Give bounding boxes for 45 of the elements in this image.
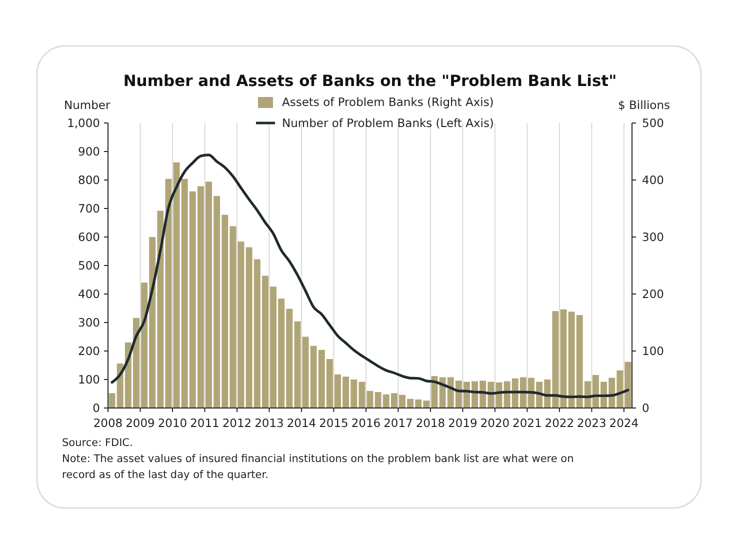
x-tick-label: 2015 bbox=[319, 416, 348, 430]
x-tick-label: 2020 bbox=[480, 416, 510, 430]
x-tick-label: 2017 bbox=[384, 416, 413, 430]
y-tick-label: 1,000 bbox=[67, 116, 100, 130]
y2-tick-label: 0 bbox=[642, 401, 650, 415]
x-tick-label: 2011 bbox=[190, 416, 220, 430]
y-tick-label: 0 bbox=[92, 401, 100, 415]
y-axis-title: Number bbox=[64, 98, 110, 112]
chart-title: Number and Assets of Banks on the "Problem Bank List" bbox=[123, 72, 617, 90]
bar bbox=[238, 242, 244, 408]
y-tick-label: 600 bbox=[78, 230, 100, 244]
line-series bbox=[110, 154, 630, 398]
bar bbox=[302, 336, 309, 408]
y2-tick-label: 100 bbox=[642, 344, 664, 358]
y-tick-label: 900 bbox=[78, 144, 100, 158]
x-tick-label: 2021 bbox=[512, 416, 542, 430]
y-tick-label: 800 bbox=[78, 173, 100, 187]
x-tick-label: 2018 bbox=[416, 416, 446, 430]
bar bbox=[366, 390, 374, 408]
y2-tick-label: 400 bbox=[642, 173, 664, 187]
legend-label: Assets of Problem Banks (Right Axis) bbox=[282, 95, 494, 109]
y-tick-label: 300 bbox=[78, 316, 100, 330]
text: Note: The asset values of insured financial institutions on the problem bank list are what were on record as of the last day of the quarter. bbox=[62, 453, 574, 481]
x-tick-label: 2022 bbox=[544, 416, 574, 430]
source-note: Source: FDIC. bbox=[62, 437, 133, 449]
x-tick-label: 2023 bbox=[577, 416, 606, 430]
x-tick-label: 2008 bbox=[93, 416, 123, 430]
y2-axis-title: $ Billions bbox=[618, 98, 670, 112]
x-tick-label: 2009 bbox=[126, 416, 155, 430]
y2-tick-label: 200 bbox=[642, 287, 664, 301]
x-tick-label: 2024 bbox=[609, 416, 639, 430]
y-tick-label: 100 bbox=[78, 372, 100, 386]
y2-tick-label: 500 bbox=[642, 116, 664, 130]
x-tick-label: 2012 bbox=[222, 416, 252, 430]
y-tick-label: 700 bbox=[78, 202, 100, 216]
y-tick-label: 500 bbox=[78, 258, 100, 272]
y2-tick-label: 300 bbox=[642, 230, 664, 244]
legend-label: Number of Problem Banks (Left Axis) bbox=[282, 116, 494, 130]
x-tick-label: 2019 bbox=[448, 416, 478, 430]
x-tick-label: 2016 bbox=[351, 416, 381, 430]
y-tick-label: 200 bbox=[78, 344, 100, 358]
x-tick-label: 2014 bbox=[286, 416, 316, 430]
y-tick-label: 400 bbox=[78, 287, 100, 301]
x-tick-label: 2010 bbox=[158, 416, 188, 430]
x-tick-label: 2013 bbox=[254, 416, 284, 430]
